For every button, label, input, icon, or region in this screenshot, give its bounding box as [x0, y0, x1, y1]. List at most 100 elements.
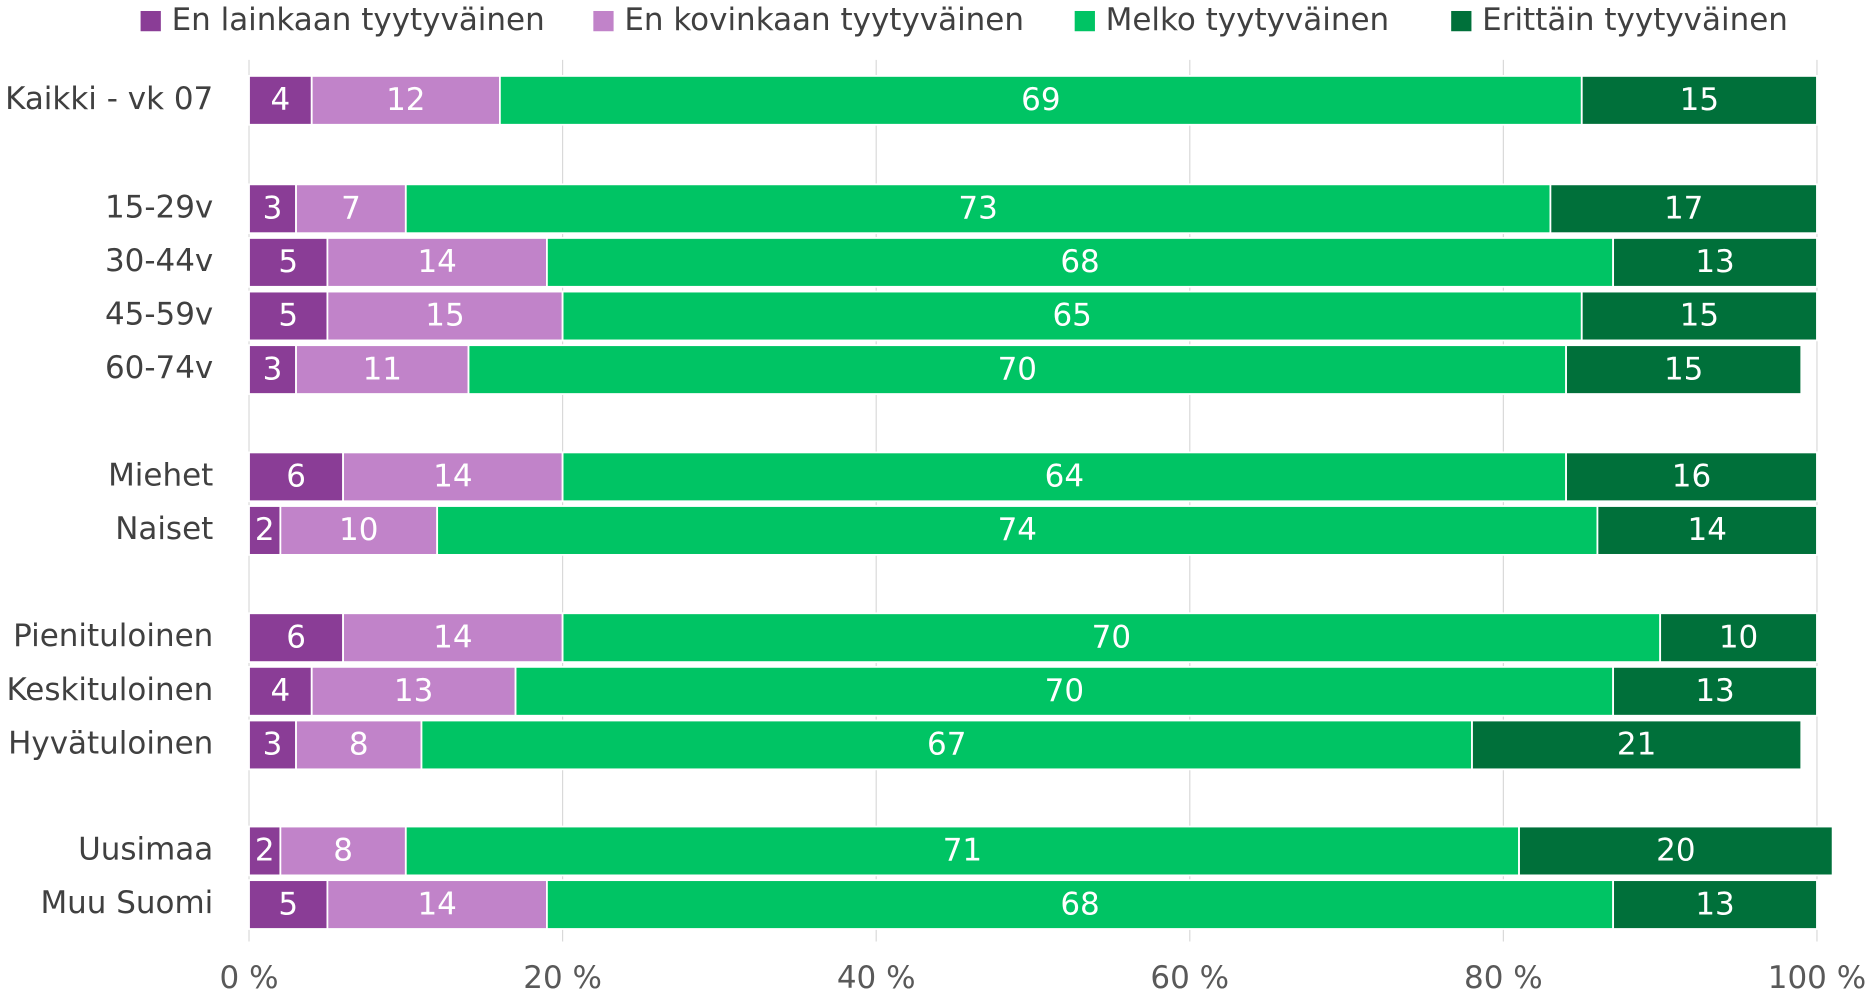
bar-segment: [326, 237, 548, 288]
y-tick-label: 45-59v: [105, 296, 213, 332]
y-tick-label: Pienituloinen: [13, 618, 213, 654]
legend-label: En lainkaan tyytyväinen: [172, 2, 545, 38]
data-label: 2: [255, 833, 275, 869]
y-tick-label: 60-74v: [105, 350, 213, 386]
bar-segment: [295, 719, 423, 771]
bar-segment: [342, 612, 564, 664]
x-tick-label: 0 %: [220, 960, 279, 993]
bar-segment: [279, 825, 407, 877]
legend-label: Melko tyytyväinen: [1106, 2, 1389, 38]
bar-segment: [295, 344, 470, 395]
y-tick-label: Muu Suomi: [40, 885, 213, 921]
data-label: 15: [425, 298, 464, 334]
data-label: 69: [1021, 82, 1060, 118]
bar-segment: [248, 344, 297, 395]
data-label: 70: [1045, 673, 1084, 709]
data-label: 67: [927, 727, 966, 763]
bar-segment: [326, 290, 564, 342]
data-label: 13: [394, 673, 433, 709]
data-label: 13: [1695, 244, 1734, 280]
bar-segment: [404, 825, 1520, 877]
legend-swatch: [140, 10, 161, 32]
legend-label: En kovinkaan tyytyväinen: [624, 2, 1024, 38]
data-label: 7: [341, 190, 361, 226]
data-label: 3: [263, 190, 283, 226]
x-tick-label: 20 %: [523, 960, 602, 993]
bar-segment: [248, 825, 282, 877]
data-label: 13: [1695, 886, 1734, 922]
bar-segment: [546, 879, 1615, 930]
y-tick-label: Naiset: [115, 511, 213, 547]
bar-segment: [1580, 290, 1818, 342]
data-label: 20: [1656, 833, 1695, 869]
bar-segment: [1612, 879, 1818, 930]
bar-segment: [248, 75, 313, 126]
data-label: 64: [1045, 459, 1084, 495]
bar-segment: [1518, 825, 1834, 877]
y-tick-label: 15-29v: [105, 189, 213, 225]
data-label: 11: [363, 351, 402, 387]
legend-swatch: [1451, 10, 1472, 32]
bar-segment: [436, 505, 1599, 556]
bar-segment: [248, 612, 344, 664]
data-label: 15: [1680, 298, 1719, 334]
data-label: 6: [286, 619, 306, 655]
y-tick-label: Keskituloinen: [7, 672, 214, 708]
data-label: 15: [1680, 82, 1719, 118]
bar-segment: [1580, 75, 1818, 126]
bar-segment: [404, 183, 1552, 235]
bar-segment: [279, 505, 439, 556]
bar-segment: [248, 183, 297, 235]
data-label: 70: [1092, 619, 1131, 655]
bar-segment: [295, 183, 407, 235]
x-tick-label: 100 %: [1768, 960, 1866, 993]
data-label: 68: [1060, 886, 1099, 922]
data-label: 74: [998, 512, 1037, 548]
bar-segment: [1612, 665, 1818, 717]
legend-label: Erittäin tyytyväinen: [1482, 2, 1788, 38]
data-label: 8: [333, 833, 353, 869]
data-label: 73: [958, 190, 997, 226]
data-label: 15: [1664, 351, 1703, 387]
data-label: 14: [417, 244, 456, 280]
bar-segment: [1549, 183, 1818, 235]
data-label: 70: [998, 351, 1037, 387]
data-label: 14: [433, 459, 472, 495]
bar-segment: [514, 665, 1615, 717]
bar-segment: [248, 879, 329, 930]
bar-segment: [248, 237, 329, 288]
legend-swatch: [1074, 10, 1095, 32]
bar-segment: [1565, 451, 1818, 503]
data-label: 71: [943, 833, 982, 869]
legend-swatch: [593, 10, 614, 32]
bar-segment: [561, 451, 1567, 503]
y-tick-label: Kaikki - vk 07: [5, 81, 213, 117]
data-label: 2: [255, 512, 275, 548]
data-label: 5: [278, 886, 298, 922]
bar-segment: [546, 237, 1615, 288]
bar-segment: [248, 290, 329, 342]
data-label: 4: [271, 82, 291, 118]
y-tick-label: Miehet: [108, 457, 213, 493]
data-label: 13: [1695, 673, 1734, 709]
bar-segment: [1596, 505, 1818, 556]
bar-segment: [561, 612, 1662, 664]
data-label: 10: [1719, 619, 1758, 655]
bar-segment: [1612, 237, 1818, 288]
y-tick-label: 30-44v: [105, 243, 213, 279]
data-label: 5: [278, 298, 298, 334]
x-tick-label: 80 %: [1464, 960, 1543, 993]
data-label: 16: [1672, 459, 1711, 495]
data-label: 21: [1617, 727, 1656, 763]
data-label: 5: [278, 244, 298, 280]
bar-segment: [1471, 719, 1803, 771]
data-label: 14: [433, 619, 472, 655]
x-tick-label: 60 %: [1150, 960, 1229, 993]
data-label: 8: [349, 727, 369, 763]
bar-segment: [1565, 344, 1803, 395]
data-label: 17: [1664, 190, 1703, 226]
bar-segment: [248, 665, 313, 717]
data-label: 12: [386, 82, 425, 118]
y-tick-label: Hyvätuloinen: [8, 725, 213, 761]
